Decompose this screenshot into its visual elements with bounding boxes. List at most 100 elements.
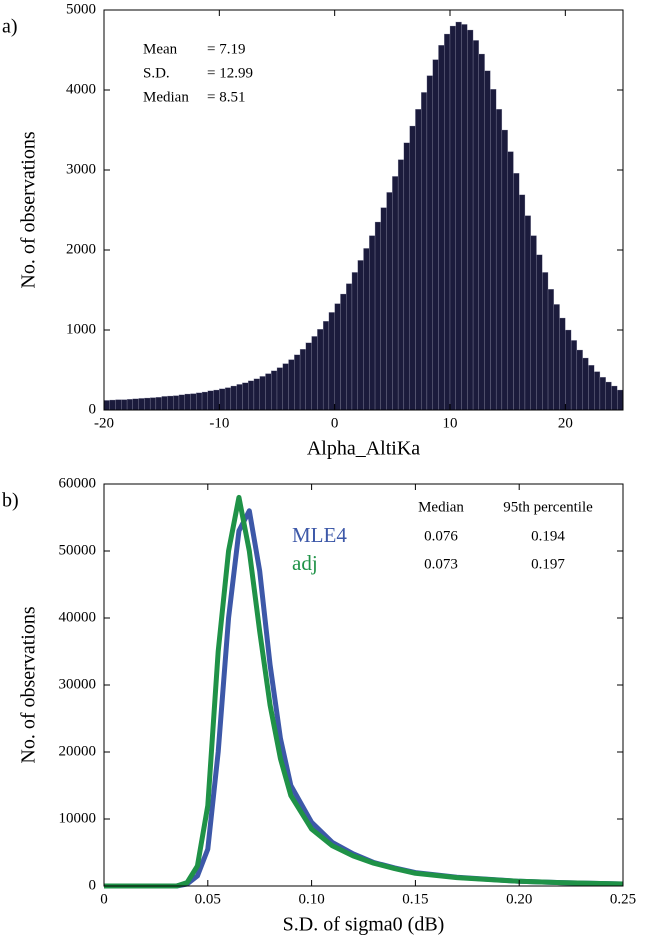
x-tick-label: 20: [558, 415, 573, 431]
panel-label: a): [2, 16, 18, 38]
histogram-bar: [311, 336, 318, 411]
table-cell: 0.076: [424, 528, 458, 544]
histogram-bar: [167, 395, 174, 411]
histogram-bar: [328, 312, 335, 411]
histogram-bar: [248, 380, 255, 411]
panel-label: b): [2, 490, 19, 512]
histogram-bar: [132, 398, 139, 411]
histogram-bar: [472, 40, 479, 411]
x-tick-label: 0.15: [402, 891, 428, 907]
histogram-bar: [611, 385, 618, 411]
histogram-bar: [213, 389, 220, 411]
histogram-bar: [397, 159, 405, 411]
y-tick-label: 50000: [59, 542, 97, 558]
x-tick-label: 0: [100, 891, 108, 907]
stat-value: = 7.19: [207, 41, 245, 57]
histogram-bar: [605, 381, 612, 411]
histogram-bar: [161, 396, 168, 411]
x-tick-label: 0.05: [195, 891, 221, 907]
histogram-bar: [230, 385, 237, 411]
y-axis-label: No. of observations: [18, 131, 40, 288]
histogram-bar: [121, 399, 128, 411]
histogram-bar: [432, 59, 439, 411]
stat-label: Mean: [143, 41, 178, 57]
table-cell: 0.073: [424, 556, 458, 572]
histogram-bar: [565, 329, 572, 411]
histogram-bar: [559, 317, 566, 411]
histogram-bar: [126, 399, 133, 411]
histogram-bar: [513, 173, 520, 411]
histogram-bar: [444, 33, 451, 411]
histogram-bar: [461, 24, 468, 411]
histogram-bar: [438, 45, 445, 411]
histogram-bar: [109, 399, 116, 411]
histogram-bar: [173, 395, 180, 411]
histogram-bar: [115, 399, 122, 411]
histogram-bar: [536, 254, 543, 411]
histogram-bar: [259, 376, 266, 411]
histogram-bar: [484, 70, 491, 411]
table-header: 95th percentile: [503, 499, 593, 515]
legend-label: adj: [292, 551, 318, 575]
histogram-bar: [288, 359, 295, 411]
table-cell: 0.197: [531, 556, 565, 572]
histogram-bar: [294, 354, 301, 411]
histogram-bar: [599, 377, 606, 411]
histogram-bar: [594, 371, 601, 411]
y-tick-label: 4000: [66, 81, 96, 97]
histogram-bar: [178, 394, 185, 411]
histogram-bar: [207, 390, 214, 411]
table-header: Median: [418, 499, 464, 515]
histogram-bar: [570, 340, 578, 411]
histogram-bar: [369, 235, 376, 411]
histogram-bar: [495, 109, 503, 411]
histogram-bar: [374, 221, 381, 411]
histogram-bar: [542, 272, 549, 411]
x-axis-label: Alpha_AltiKa: [307, 438, 420, 460]
histogram-bar: [340, 293, 347, 411]
histogram-bar: [415, 109, 422, 411]
histogram-bar: [426, 75, 433, 411]
histogram-bar: [490, 89, 497, 411]
histogram-bar: [184, 393, 191, 411]
histogram-bar: [501, 129, 508, 411]
histogram-bar: [403, 142, 410, 411]
histogram-bar: [409, 125, 416, 411]
histogram-bar: [351, 272, 358, 411]
legend-label: MLE4: [292, 523, 347, 547]
stat-label: S.D.: [143, 65, 170, 81]
histogram-bar: [299, 349, 306, 411]
histogram-bar: [219, 388, 226, 411]
histogram-bar: [507, 151, 514, 411]
histogram-bar: [149, 397, 157, 411]
y-tick-label: 2000: [66, 241, 96, 257]
histogram-bar: [242, 382, 249, 411]
histogram-bar: [582, 357, 589, 411]
histogram-bar: [196, 392, 203, 411]
histogram-bar: [363, 248, 370, 411]
x-tick-label: 10: [443, 415, 458, 431]
histogram-bar: [553, 304, 560, 411]
histogram-bar: [236, 384, 243, 411]
histogram-bar: [346, 283, 353, 411]
stat-label: Median: [143, 89, 189, 105]
y-tick-label: 5000: [66, 1, 96, 17]
histogram-bar: [305, 342, 312, 411]
x-tick-label: 0.10: [298, 891, 324, 907]
histogram-bar: [478, 53, 485, 411]
x-axis-label: S.D. of sigma0 (dB): [283, 914, 445, 936]
y-tick-label: 0: [89, 401, 97, 417]
histogram-bar: [386, 192, 393, 411]
plot-frame: [103, 9, 624, 411]
histogram-bar: [322, 321, 330, 411]
histogram-bar: [253, 378, 260, 411]
x-tick-label: 0: [331, 415, 339, 431]
histogram-bar: [282, 363, 289, 411]
line-series: [104, 494, 624, 889]
y-tick-label: 10000: [59, 810, 97, 826]
histogram-bar: [449, 25, 456, 411]
y-tick-label: 3000: [66, 161, 96, 177]
histogram-bar: [380, 207, 387, 411]
histogram-bar: [201, 391, 208, 411]
